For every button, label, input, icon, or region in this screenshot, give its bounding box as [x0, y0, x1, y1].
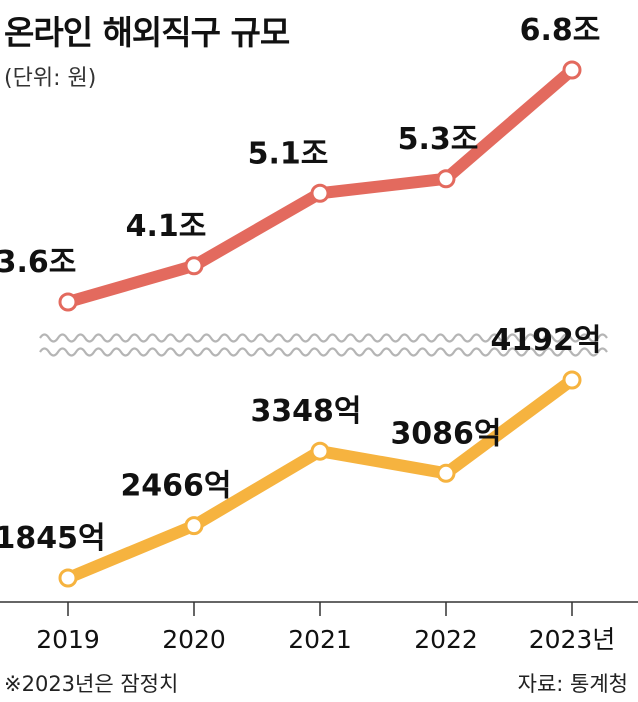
unit-label: (단위: 원) [4, 66, 97, 91]
data-point [436, 169, 456, 189]
x-tick-label: 2019 [36, 625, 100, 654]
data-label: 5.3조 [398, 122, 479, 157]
data-point [58, 292, 78, 312]
data-label: 3.6조 [0, 245, 76, 280]
x-axis: 2019 2020 2021 2022 2023년 [0, 601, 638, 654]
data-point [184, 516, 204, 536]
data-point [58, 568, 78, 588]
wave-line-2 [39, 347, 608, 357]
series-group: 3.6조 4.1조 5.1조 5.3조 6.8조 1845억 2466억 3348억 3086억… [0, 13, 602, 588]
wave-line-1 [39, 333, 608, 343]
data-point [310, 441, 330, 461]
data-point [562, 370, 582, 390]
data-point [310, 183, 330, 203]
series-1: 3.6조 4.1조 5.1조 5.3조 6.8조 [0, 13, 601, 312]
data-label: 6.8조 [520, 13, 601, 48]
source-credit: 자료: 통계청 [517, 672, 628, 696]
data-label: 2466억 [120, 469, 231, 504]
x-tick-label: 2023년 [529, 625, 616, 654]
x-tick-label: 2022 [414, 625, 478, 654]
data-label: 5.1조 [248, 136, 329, 171]
data-point [562, 60, 582, 80]
x-tick-label: 2020 [162, 625, 226, 654]
data-point [436, 463, 456, 483]
data-label: 4.1조 [126, 209, 207, 244]
series-2: 1845억 2466억 3348억 3086억 4192억 [0, 323, 602, 588]
data-label: 3086억 [390, 416, 501, 451]
data-label: 1845억 [0, 521, 106, 556]
footnote: ※2023년은 잠정치 [4, 672, 179, 696]
data-point [184, 256, 204, 276]
chart-title: 온라인 해외직구 규모 [4, 13, 290, 52]
data-label: 3348억 [250, 394, 361, 429]
x-tick-label: 2021 [288, 625, 352, 654]
axis-break-wave [39, 333, 608, 357]
data-label: 4192억 [490, 323, 601, 358]
